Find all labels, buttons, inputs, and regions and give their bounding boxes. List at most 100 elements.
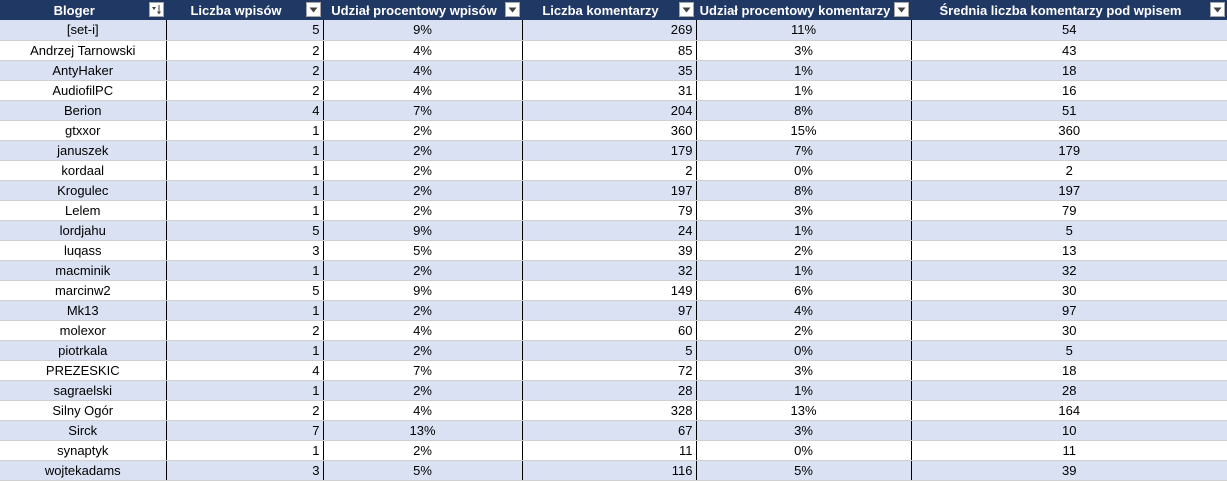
cell-udzial-wpisow[interactable]: 4% xyxy=(323,400,523,421)
cell-liczba-wpisow[interactable]: 2 xyxy=(166,80,324,101)
cell-udzial-wpisow[interactable]: 2% xyxy=(323,300,523,321)
cell-liczba-komentarzy[interactable]: 79 xyxy=(522,200,697,221)
cell-liczba-komentarzy[interactable]: 60 xyxy=(522,320,697,341)
cell-udzial-komentarzy[interactable]: 5% xyxy=(696,460,912,481)
cell-udzial-komentarzy[interactable]: 11% xyxy=(696,20,912,41)
cell-liczba-komentarzy[interactable]: 328 xyxy=(522,400,697,421)
cell-udzial-komentarzy[interactable]: 1% xyxy=(696,260,912,281)
cell-bloger[interactable]: Sirck xyxy=(0,420,167,441)
cell-liczba-komentarzy[interactable]: 204 xyxy=(522,100,697,121)
cell-liczba-komentarzy[interactable]: 11 xyxy=(522,440,697,461)
cell-liczba-wpisow[interactable]: 1 xyxy=(166,200,324,221)
cell-udzial-komentarzy[interactable]: 6% xyxy=(696,280,912,301)
cell-udzial-komentarzy[interactable]: 2% xyxy=(696,320,912,341)
cell-udzial-wpisow[interactable]: 7% xyxy=(323,100,523,121)
cell-srednia-komentarzy[interactable]: 79 xyxy=(911,200,1227,221)
cell-bloger[interactable]: Silny Ogór xyxy=(0,400,167,421)
cell-srednia-komentarzy[interactable]: 360 xyxy=(911,120,1227,141)
cell-udzial-komentarzy[interactable]: 1% xyxy=(696,60,912,81)
cell-srednia-komentarzy[interactable]: 28 xyxy=(911,380,1227,401)
cell-bloger[interactable]: kordaal xyxy=(0,160,167,181)
cell-udzial-komentarzy[interactable]: 3% xyxy=(696,200,912,221)
header-srednia-komentarzy[interactable]: Średnia liczba komentarzy pod wpisem xyxy=(911,0,1227,20)
cell-liczba-wpisow[interactable]: 4 xyxy=(166,360,324,381)
cell-srednia-komentarzy[interactable]: 30 xyxy=(911,320,1227,341)
cell-bloger[interactable]: synaptyk xyxy=(0,440,167,461)
cell-liczba-komentarzy[interactable]: 72 xyxy=(522,360,697,381)
cell-liczba-komentarzy[interactable]: 149 xyxy=(522,280,697,301)
cell-udzial-wpisow[interactable]: 9% xyxy=(323,220,523,241)
cell-udzial-wpisow[interactable]: 2% xyxy=(323,180,523,201)
cell-liczba-wpisow[interactable]: 3 xyxy=(166,240,324,261)
cell-bloger[interactable]: piotrkala xyxy=(0,340,167,361)
header-liczba-wpisow[interactable]: Liczba wpisów xyxy=(166,0,324,20)
cell-srednia-komentarzy[interactable]: 54 xyxy=(911,20,1227,41)
cell-udzial-wpisow[interactable]: 4% xyxy=(323,80,523,101)
cell-srednia-komentarzy[interactable]: 197 xyxy=(911,180,1227,201)
cell-srednia-komentarzy[interactable]: 51 xyxy=(911,100,1227,121)
filter-dropdown-icon[interactable] xyxy=(893,2,909,17)
cell-bloger[interactable]: sagraelski xyxy=(0,380,167,401)
cell-liczba-komentarzy[interactable]: 97 xyxy=(522,300,697,321)
cell-srednia-komentarzy[interactable]: 18 xyxy=(911,360,1227,381)
cell-liczba-komentarzy[interactable]: 85 xyxy=(522,40,697,61)
cell-bloger[interactable]: Mk13 xyxy=(0,300,167,321)
cell-udzial-wpisow[interactable]: 2% xyxy=(323,120,523,141)
cell-liczba-wpisow[interactable]: 1 xyxy=(166,300,324,321)
cell-bloger[interactable]: PREZESKIC xyxy=(0,360,167,381)
filter-dropdown-icon[interactable] xyxy=(678,2,694,17)
cell-udzial-wpisow[interactable]: 13% xyxy=(323,420,523,441)
cell-liczba-komentarzy[interactable]: 67 xyxy=(522,420,697,441)
cell-udzial-wpisow[interactable]: 4% xyxy=(323,60,523,81)
cell-udzial-komentarzy[interactable]: 8% xyxy=(696,180,912,201)
cell-udzial-komentarzy[interactable]: 1% xyxy=(696,220,912,241)
cell-liczba-wpisow[interactable]: 5 xyxy=(166,280,324,301)
cell-udzial-wpisow[interactable]: 2% xyxy=(323,200,523,221)
cell-udzial-komentarzy[interactable]: 3% xyxy=(696,40,912,61)
cell-bloger[interactable]: AudiofilPC xyxy=(0,80,167,101)
cell-bloger[interactable]: luqass xyxy=(0,240,167,261)
cell-udzial-komentarzy[interactable]: 1% xyxy=(696,380,912,401)
filter-dropdown-icon[interactable] xyxy=(1209,2,1225,17)
cell-udzial-wpisow[interactable]: 2% xyxy=(323,160,523,181)
sort-filter-icon[interactable] xyxy=(148,2,164,17)
filter-dropdown-icon[interactable] xyxy=(504,2,520,17)
cell-srednia-komentarzy[interactable]: 39 xyxy=(911,460,1227,481)
filter-dropdown-icon[interactable] xyxy=(305,2,321,17)
cell-bloger[interactable]: januszek xyxy=(0,140,167,161)
cell-liczba-komentarzy[interactable]: 24 xyxy=(522,220,697,241)
cell-liczba-wpisow[interactable]: 1 xyxy=(166,180,324,201)
cell-liczba-wpisow[interactable]: 1 xyxy=(166,120,324,141)
cell-udzial-komentarzy[interactable]: 0% xyxy=(696,440,912,461)
header-udzial-wpisow[interactable]: Udział procentowy wpisów xyxy=(323,0,523,20)
cell-srednia-komentarzy[interactable]: 11 xyxy=(911,440,1227,461)
cell-bloger[interactable]: Lelem xyxy=(0,200,167,221)
cell-udzial-komentarzy[interactable]: 7% xyxy=(696,140,912,161)
cell-bloger[interactable]: macminik xyxy=(0,260,167,281)
cell-liczba-komentarzy[interactable]: 2 xyxy=(522,160,697,181)
cell-bloger[interactable]: wojtekadams xyxy=(0,460,167,481)
header-liczba-komentarzy[interactable]: Liczba komentarzy xyxy=(522,0,697,20)
cell-liczba-wpisow[interactable]: 4 xyxy=(166,100,324,121)
cell-srednia-komentarzy[interactable]: 164 xyxy=(911,400,1227,421)
cell-udzial-wpisow[interactable]: 5% xyxy=(323,460,523,481)
cell-srednia-komentarzy[interactable]: 13 xyxy=(911,240,1227,261)
cell-srednia-komentarzy[interactable]: 2 xyxy=(911,160,1227,181)
cell-udzial-wpisow[interactable]: 4% xyxy=(323,320,523,341)
cell-udzial-komentarzy[interactable]: 3% xyxy=(696,360,912,381)
cell-liczba-komentarzy[interactable]: 28 xyxy=(522,380,697,401)
cell-bloger[interactable]: Andrzej Tarnowski xyxy=(0,40,167,61)
cell-srednia-komentarzy[interactable]: 179 xyxy=(911,140,1227,161)
cell-srednia-komentarzy[interactable]: 10 xyxy=(911,420,1227,441)
cell-bloger[interactable]: AntyHaker xyxy=(0,60,167,81)
cell-liczba-wpisow[interactable]: 1 xyxy=(166,440,324,461)
cell-udzial-komentarzy[interactable]: 13% xyxy=(696,400,912,421)
cell-udzial-komentarzy[interactable]: 2% xyxy=(696,240,912,261)
cell-liczba-komentarzy[interactable]: 197 xyxy=(522,180,697,201)
cell-udzial-wpisow[interactable]: 2% xyxy=(323,260,523,281)
cell-udzial-komentarzy[interactable]: 8% xyxy=(696,100,912,121)
cell-srednia-komentarzy[interactable]: 43 xyxy=(911,40,1227,61)
cell-liczba-wpisow[interactable]: 2 xyxy=(166,40,324,61)
cell-liczba-wpisow[interactable]: 1 xyxy=(166,380,324,401)
cell-liczba-wpisow[interactable]: 2 xyxy=(166,320,324,341)
